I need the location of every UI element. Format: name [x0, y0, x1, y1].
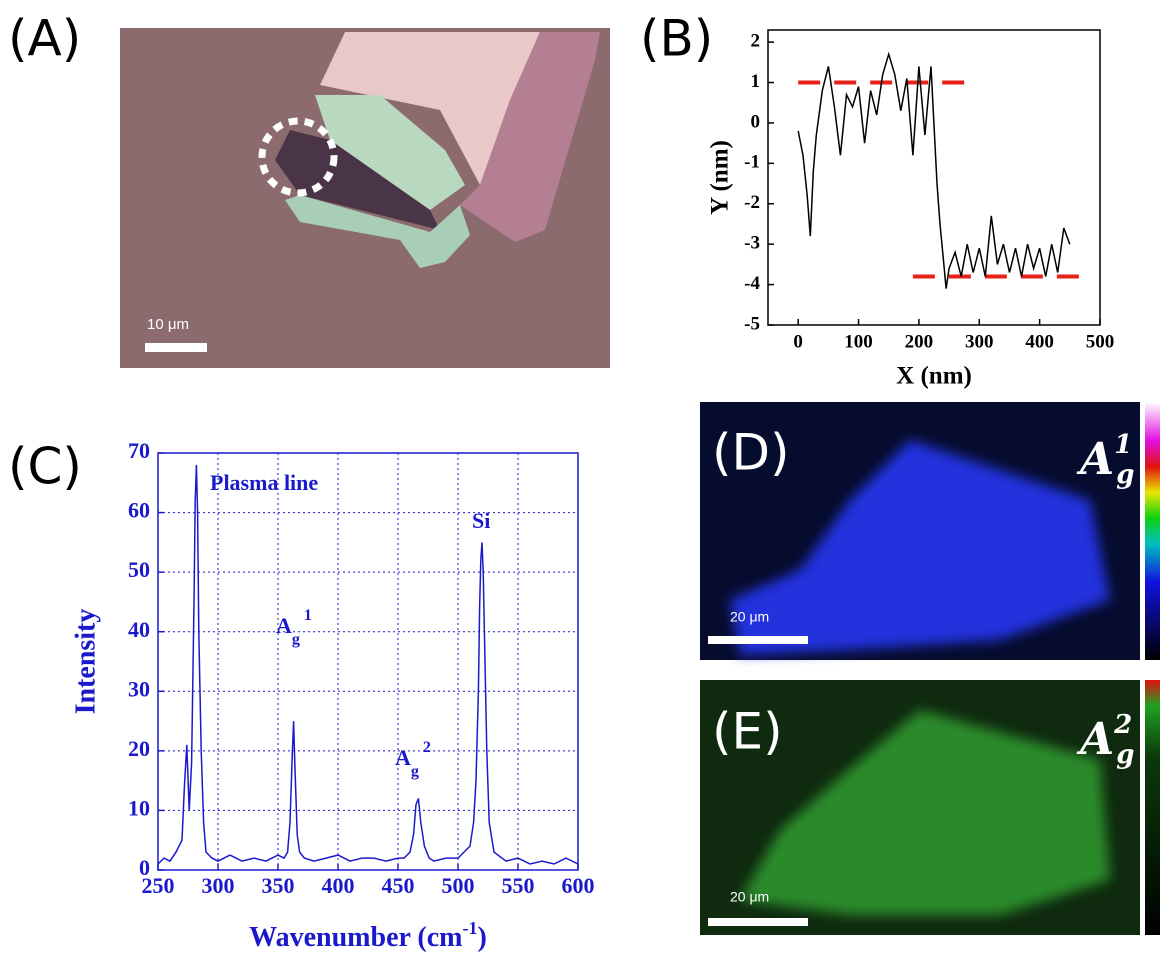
x-tick-label: 300: [965, 331, 994, 352]
x-tick-label: 300: [202, 873, 235, 898]
x-tick-label: 200: [905, 331, 934, 352]
mode-label: A2 g: [1076, 710, 1134, 770]
x-axis-label-sup: -1: [463, 918, 478, 938]
scale-bar-label: 10 μm: [147, 316, 189, 333]
y-tick-label: -2: [744, 192, 760, 213]
mode-sub: g: [1116, 460, 1134, 490]
annotation: Si: [472, 508, 490, 533]
chart: -5 -4 -3 -2 -1 0 1 2 0 100 200 300 400 500 X (nm) Y (nm…: [707, 29, 1115, 390]
flake-map: [740, 710, 1110, 915]
x-tick-label: 600: [562, 873, 595, 898]
x-tick-label: 450: [382, 873, 415, 898]
y-tick-label: 1: [751, 71, 761, 92]
panel-label: (B): [640, 10, 713, 68]
annotation-sup: 2: [423, 739, 431, 756]
flake: [285, 195, 470, 268]
chart: 0 10 20 30 40 50 60 70 250 300 350 400 450 500 550 600 W…: [70, 438, 594, 953]
scale-bar: [145, 343, 207, 352]
flake: [275, 130, 440, 230]
scale-bar-label: 20 μm: [730, 609, 769, 625]
scale-bar-label: 20 μm: [730, 889, 769, 905]
y-axis-label: Y (nm): [707, 140, 734, 215]
y-tick-label: -3: [744, 233, 760, 254]
y-tick-label: 10: [128, 795, 150, 820]
y-tick-label: 30: [128, 676, 150, 701]
panel-label: (C): [8, 438, 82, 496]
x-tick-label: 500: [442, 873, 475, 898]
y-tick-label: 20: [128, 736, 150, 761]
plot-frame: [157, 452, 579, 871]
colorbar: [1145, 680, 1160, 935]
flake: [320, 32, 540, 185]
annotation-sup: 1: [304, 607, 312, 624]
y-axis-label: Intensity: [70, 609, 101, 715]
colorbar: [1145, 402, 1160, 660]
annotation: Ag2: [395, 739, 431, 780]
x-tick-label: 400: [322, 873, 355, 898]
x-tick-label: 100: [844, 331, 873, 352]
panel-a: 10 μm: [120, 28, 610, 368]
annotation: Ag1: [276, 607, 312, 648]
flake: [460, 32, 600, 242]
mode-sup: 2: [1113, 710, 1132, 740]
scale-bar: [708, 636, 808, 644]
panel-d: 20 μm A1 g: [700, 402, 1160, 660]
mode-sub: g: [1116, 740, 1134, 770]
x-tick-label: 500: [1086, 331, 1115, 352]
x-tick-label: 350: [262, 873, 295, 898]
plot-frame: [767, 29, 1101, 326]
highlight-circle: [258, 117, 338, 197]
x-axis-label: X (nm): [896, 363, 972, 390]
mode-sup: 1: [1114, 430, 1132, 460]
annotation-text: Plasma line: [210, 470, 318, 495]
panel-e: 20 μm A2 g: [700, 680, 1160, 935]
x-tick-label: 550: [502, 873, 535, 898]
x-axis-label: Wavenumber (cm-1): [249, 918, 487, 953]
annotation: Plasma line: [210, 470, 318, 495]
x-axis-label-text: Wavenumber (cm: [249, 922, 462, 953]
annotation-text: A: [276, 613, 292, 638]
y-tick-label: 0: [139, 855, 150, 880]
annotation-sub: g: [292, 631, 300, 648]
data-line: [797, 51, 1071, 289]
y-tick-label: 40: [128, 617, 150, 642]
y-tick-label: -5: [744, 313, 760, 334]
y-tick-label: 2: [751, 30, 761, 51]
mode: A: [1076, 714, 1114, 765]
mode-label: A1 g: [1076, 430, 1134, 490]
x-tick-label: 400: [1025, 331, 1054, 352]
y-tick-label: 0: [751, 111, 761, 132]
scale-bar: [708, 918, 808, 926]
y-tick-label: 60: [128, 498, 150, 523]
annotation-text: A: [395, 745, 411, 770]
annotation-text: Si: [472, 508, 490, 533]
mode: A: [1076, 434, 1114, 485]
panel-label: (A): [8, 10, 81, 68]
x-tick-label: 0: [793, 331, 803, 352]
y-tick-label: -4: [744, 273, 760, 294]
panel-label: (D): [712, 424, 790, 482]
x-tick-label: 250: [142, 873, 175, 898]
flake-map: [730, 440, 1110, 655]
annotation-sub: g: [411, 763, 419, 780]
flake: [315, 95, 465, 210]
y-tick-label: -1: [744, 152, 760, 173]
y-tick-label: 50: [128, 557, 150, 582]
y-tick-label: 70: [128, 438, 150, 463]
x-axis-label-suffix: ): [478, 922, 487, 953]
data-line: [157, 464, 579, 865]
panel-label: (E): [712, 703, 783, 761]
